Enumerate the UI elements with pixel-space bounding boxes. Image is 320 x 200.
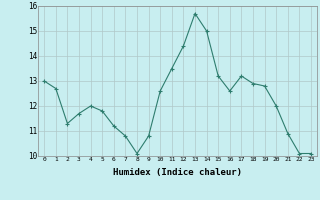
X-axis label: Humidex (Indice chaleur): Humidex (Indice chaleur) (113, 168, 242, 177)
